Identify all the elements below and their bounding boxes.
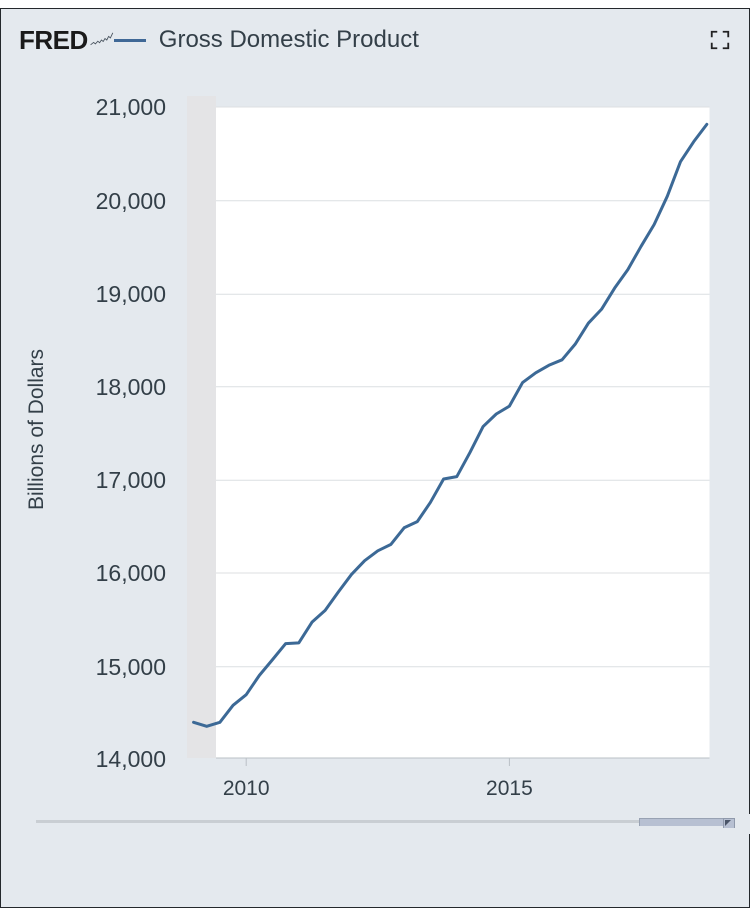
svg-text:21,000: 21,000 [96,94,166,120]
svg-text:Billions of Dollars: Billions of Dollars [25,349,48,510]
svg-text:2010: 2010 [223,777,270,800]
svg-text:18,000: 18,000 [96,374,166,400]
svg-text:15,000: 15,000 [96,654,166,680]
svg-text:14,000: 14,000 [96,746,166,772]
svg-text:17,000: 17,000 [96,467,166,493]
svg-text:2015: 2015 [486,777,533,800]
svg-text:20,000: 20,000 [96,188,166,214]
svg-text:19,000: 19,000 [96,281,166,307]
svg-text:16,000: 16,000 [96,560,166,586]
